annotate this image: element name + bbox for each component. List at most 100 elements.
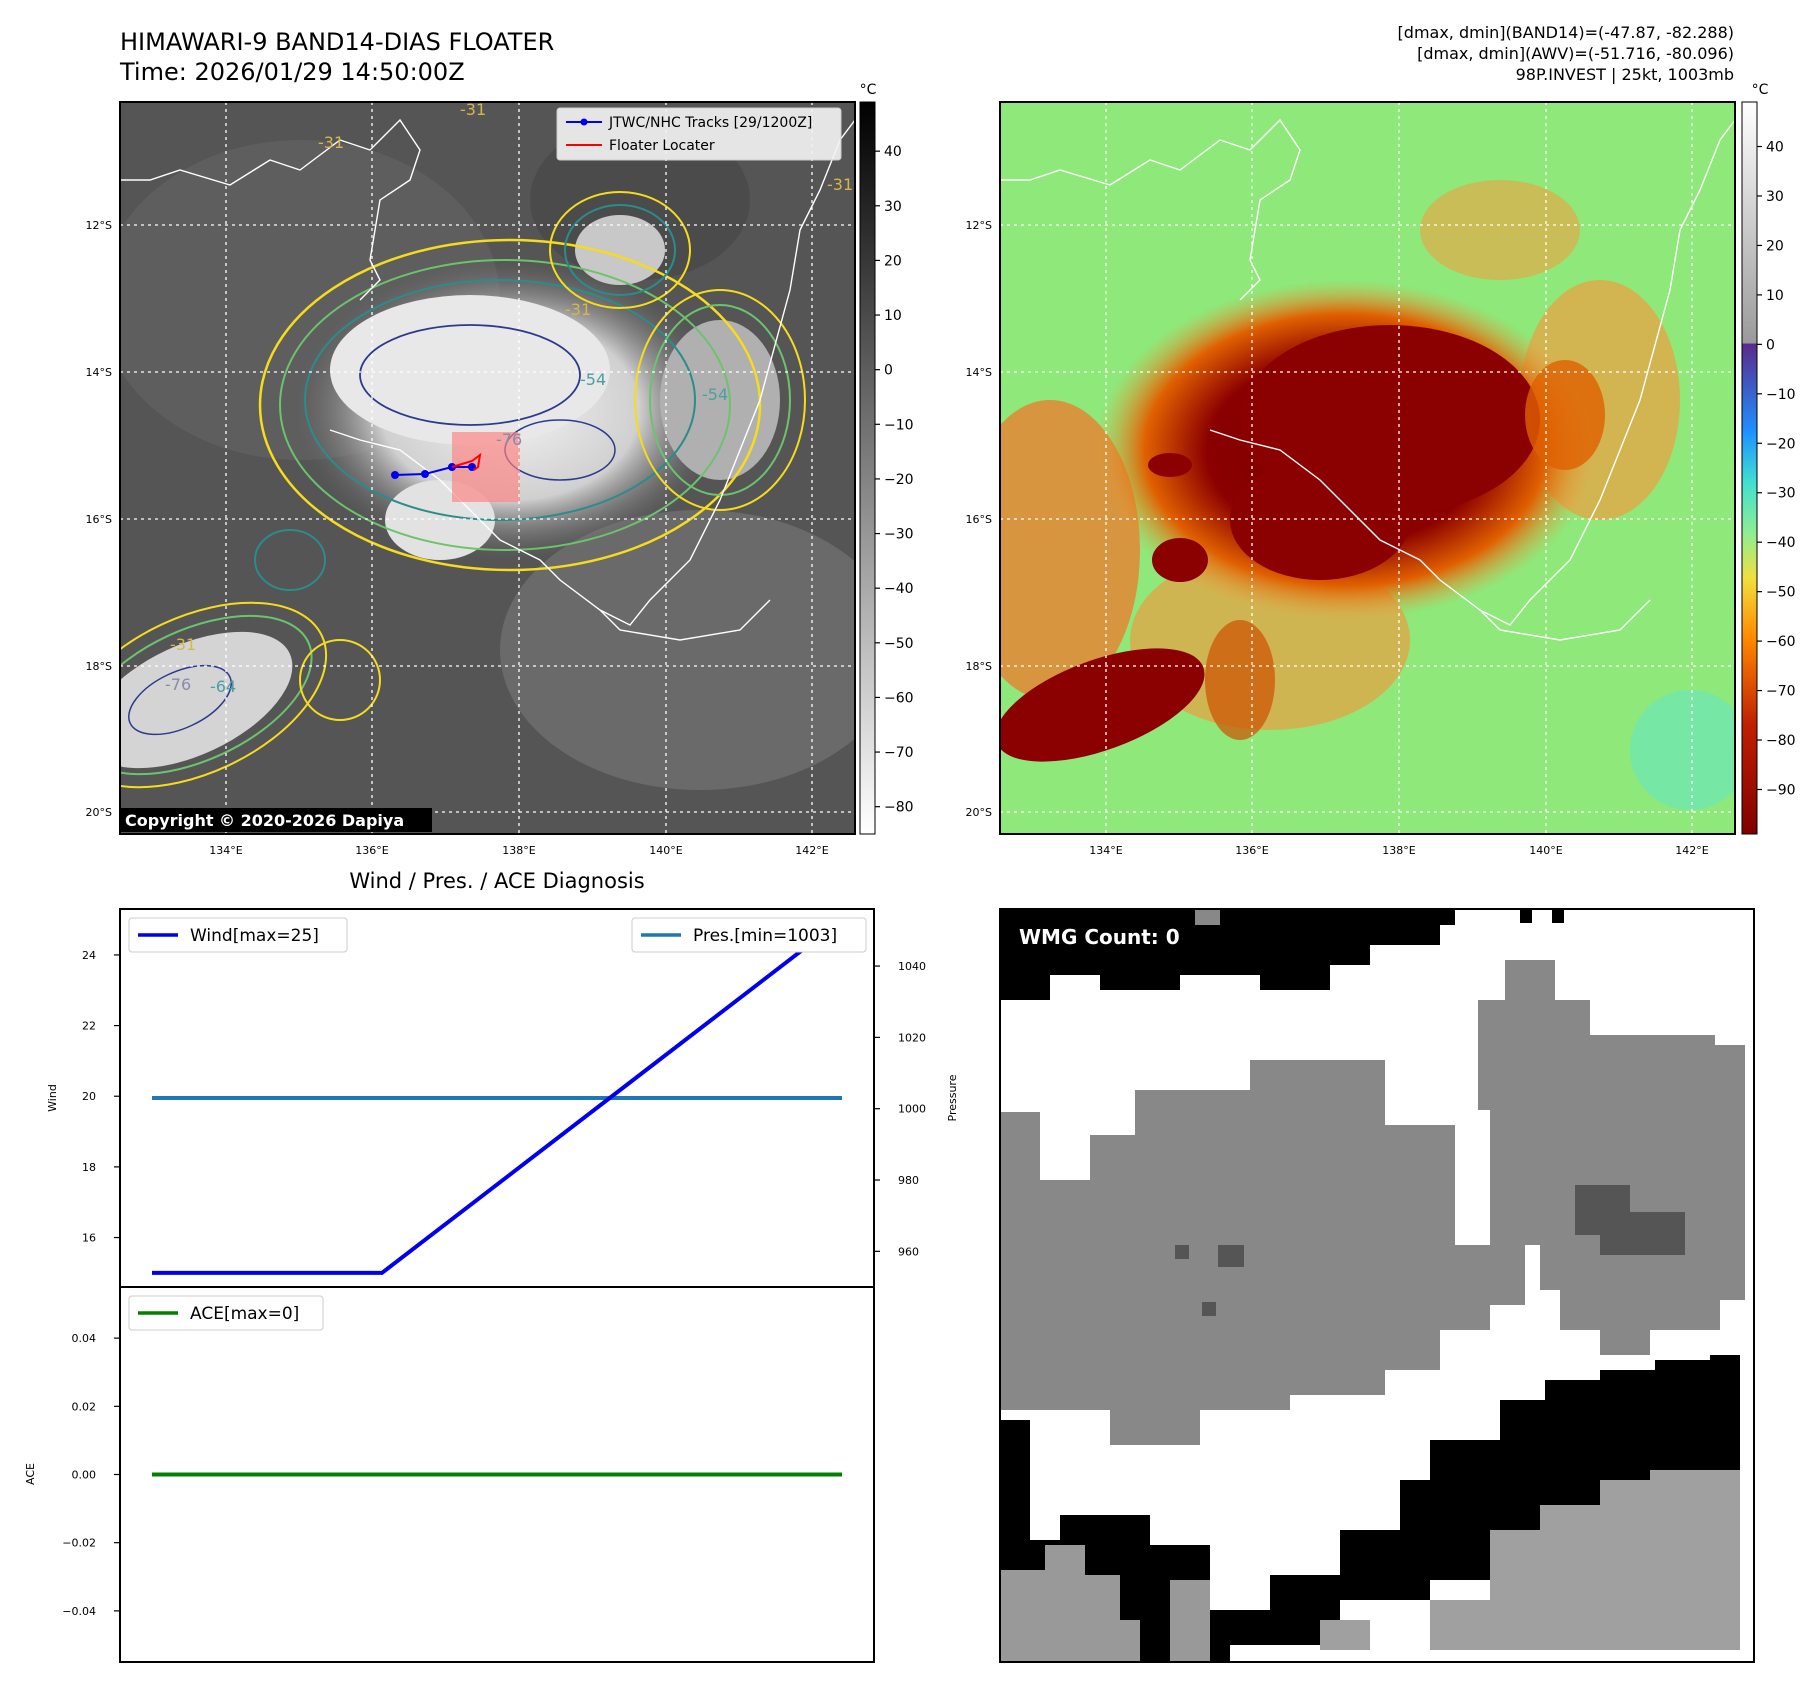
ir-map-legend: JTWC/NHC Tracks [29/1200Z] Floater Locat… (556, 107, 842, 161)
wmg-panel: WMG Count: 0 (999, 908, 1755, 1663)
awv-colorbar-tick-label: −20 (1766, 436, 1796, 452)
figure-title: HIMAWARI-9 BAND14-DIAS FLOATER (120, 28, 554, 56)
ir-lat-label: 14°S (86, 366, 112, 379)
ir-colorbar-tick-label: −30 (884, 527, 914, 543)
pressure-tick-label: 1020 (898, 1031, 926, 1044)
awv-colorbar-tick-label: 40 (1766, 140, 1784, 156)
awv-colorbar-tick-label: −40 (1766, 535, 1796, 551)
awv-map-panel: 12°S 14°S 16°S 18°S 20°S 134°E 136°E 138… (966, 101, 1736, 857)
ir-lon-label: 140°E (649, 844, 682, 857)
pressure-legend-label: Pres.[min=1003] (693, 926, 837, 946)
pressure-tick-label: 1000 (898, 1103, 926, 1116)
awv-colorbar-tick-label: −50 (1766, 585, 1796, 601)
ir-colorbar-tick-label: 0 (884, 363, 893, 379)
awv-colorbar-tick-label: −10 (1766, 387, 1796, 403)
ir-lat-label: 16°S (86, 513, 112, 526)
ace-legend-label: ACE[max=0] (190, 1304, 299, 1324)
awv-colorbar-tick-label: 30 (1766, 189, 1784, 205)
pressure-legend: Pres.[min=1003] (631, 917, 867, 953)
awv-lon-label: 134°E (1089, 844, 1122, 857)
awv-lat-label: 18°S (966, 660, 992, 673)
awv-lon-label: 138°E (1382, 844, 1415, 857)
contour-label: -31 (318, 133, 344, 152)
contour-label: -31 (827, 175, 853, 194)
band14-range: [dmax, dmin](BAND14)=(-47.87, -82.288) (1398, 23, 1734, 42)
ace-tick-label: 0.04 (72, 1332, 97, 1345)
ir-lat-label: 12°S (86, 219, 112, 232)
awv-lat-label: 14°S (966, 366, 992, 379)
ir-colorbar-tick-label: −80 (884, 800, 914, 816)
contour-label: -54 (580, 370, 606, 389)
wind-tick-label: 16 (82, 1232, 96, 1245)
diagnosis-title: Wind / Pres. / ACE Diagnosis (349, 869, 644, 893)
awv-colorbar-tick-label: −90 (1766, 782, 1796, 798)
ir-colorbar-tick-label: 40 (884, 144, 902, 160)
ace-chart: 0.04 0.02 0.00 −0.02 −0.04 ACE ACE[max=0] (24, 1286, 875, 1663)
wmg-count-label: WMG Count: 0 (1019, 925, 1180, 949)
awv-gridlines (1000, 102, 1735, 834)
ir-lon-label: 136°E (355, 844, 388, 857)
legend-tracks-label: JTWC/NHC Tracks [29/1200Z] (608, 115, 812, 131)
ace-tick-label: −0.02 (62, 1537, 96, 1550)
awv-colorbar-tick-label: 0 (1766, 337, 1775, 353)
wind-legend-label: Wind[max=25] (190, 926, 319, 946)
ir-colorbar-tick-label: −10 (884, 417, 914, 433)
awv-map-frame (999, 101, 1736, 835)
copyright-text: Copyright © 2020-2026 Dapiya (125, 811, 404, 830)
ir-colorbar: °C 40 30 20 10 0 −10 −20 −30 −40 −50 −60 −70 −80 (859, 82, 914, 835)
wind-tick-label: 24 (82, 949, 96, 962)
jtwc-track-line (394, 466, 472, 476)
awv-colorbar-tick-label: −30 (1766, 486, 1796, 502)
ir-gridlines (120, 102, 855, 834)
legend-locater-label: Floater Locater (609, 138, 715, 154)
ir-colorbar-tick-label: −40 (884, 581, 914, 597)
ir-lat-label: 20°S (86, 806, 112, 819)
ir-lon-label: 142°E (795, 844, 828, 857)
awv-lat-label: 20°S (966, 806, 992, 819)
ir-colorbar-tick-label: 20 (884, 253, 902, 269)
ir-colorbar-tick-label: −50 (884, 636, 914, 652)
pressure-tick-label: 960 (898, 1245, 919, 1258)
ir-colorbar-tick-label: 10 (884, 308, 902, 324)
contour-label: -76 (165, 675, 191, 694)
figure-time: Time: 2026/01/29 14:50:00Z (119, 58, 465, 86)
ace-legend: ACE[max=0] (128, 1295, 324, 1331)
awv-lat-label: 12°S (966, 219, 992, 232)
awv-colorbar-tick-label: −70 (1766, 684, 1796, 700)
ace-tick-label: −0.04 (62, 1605, 96, 1618)
contour-label: -76 (496, 430, 522, 449)
ir-colorbar-unit: °C (860, 82, 877, 98)
contour-label: -31 (170, 635, 196, 654)
ace-tick-label: 0.02 (72, 1400, 97, 1413)
pressure-tick-label: 1040 (898, 960, 926, 973)
wind-legend: Wind[max=25] (128, 917, 348, 953)
ir-colorbar-tick-label: −20 (884, 472, 914, 488)
ir-map-frame (119, 101, 856, 835)
ir-map-panel: -31 -31 -31 -31 -54 -54 -76 -31 -64 -76 … (86, 100, 856, 857)
contour-label: -54 (702, 385, 728, 404)
wind-axis-label: Wind (46, 1084, 59, 1112)
copyright-badge (120, 808, 432, 832)
wind-tick-label: 22 (82, 1020, 96, 1033)
ace-tick-label: 0.00 (72, 1469, 97, 1482)
awv-lat-label: 16°S (966, 513, 992, 526)
awv-lon-label: 140°E (1529, 844, 1562, 857)
awv-range: [dmax, dmin](AWV)=(-51.716, -80.096) (1417, 44, 1734, 63)
wind-tick-label: 18 (82, 1161, 96, 1174)
awv-colorbar-tick-label: 20 (1766, 238, 1784, 254)
awv-colorbar-tick-label: −60 (1766, 634, 1796, 650)
ace-axis-label: ACE (24, 1463, 37, 1485)
contour-label: -64 (210, 677, 236, 696)
awv-colorbar-tick-label: 10 (1766, 288, 1784, 304)
awv-lon-label: 136°E (1235, 844, 1268, 857)
awv-lon-label: 142°E (1675, 844, 1708, 857)
contour-label: -31 (460, 100, 486, 119)
awv-colorbar-tick-label: −80 (1766, 733, 1796, 749)
ir-lon-label: 134°E (209, 844, 242, 857)
wmg-count-badge (1012, 920, 1192, 954)
ir-colorbar-tick-label: 30 (884, 199, 902, 215)
wind-pressure-chart: 24 22 20 18 16 1040 1020 1000 980 960 Wind Press… (46, 908, 959, 1288)
ir-lon-label: 138°E (502, 844, 535, 857)
wmg-frame (999, 908, 1755, 1663)
